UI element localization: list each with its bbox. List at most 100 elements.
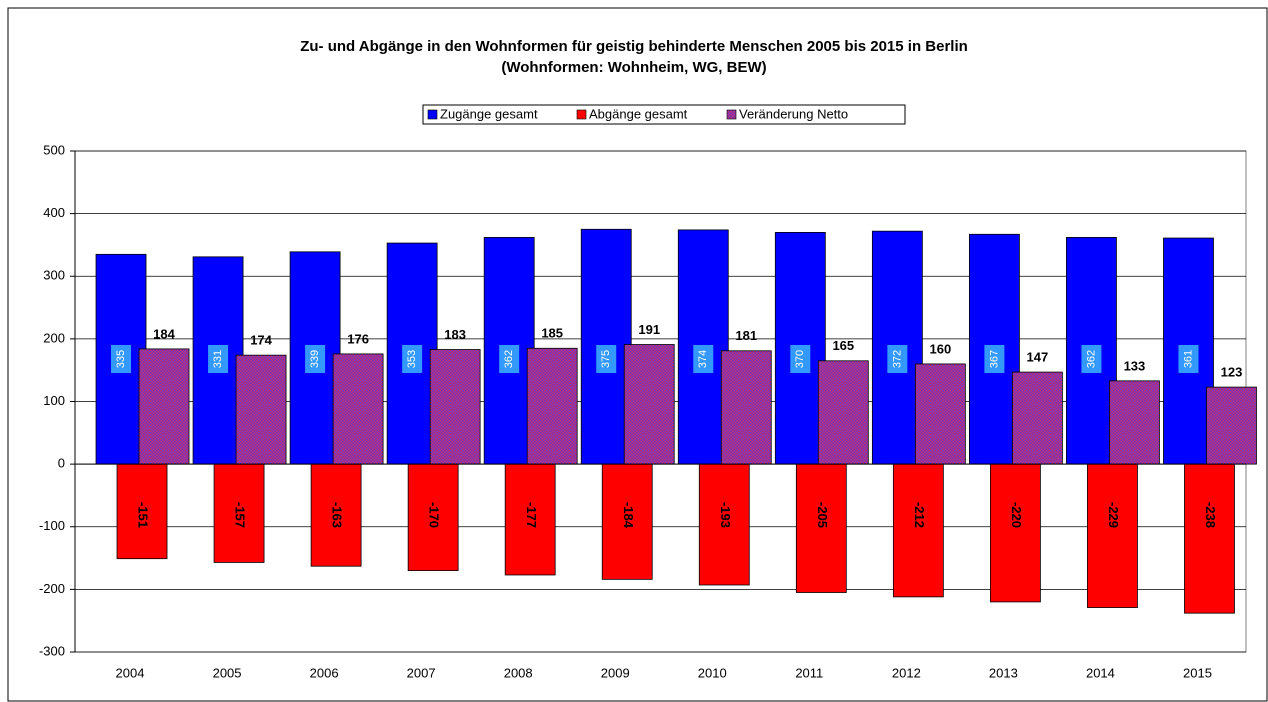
x-tick-label: 2008 <box>504 665 533 680</box>
data-label: 165 <box>832 338 854 353</box>
bar <box>795 463 847 593</box>
data-label-box <box>887 345 908 373</box>
data-label: -229 <box>1106 502 1121 528</box>
bar <box>914 363 966 465</box>
bar <box>138 348 190 465</box>
data-label: 361 <box>1182 350 1194 368</box>
legend-box <box>422 104 906 125</box>
legend-swatch <box>726 109 737 120</box>
bar <box>623 344 675 465</box>
bar <box>407 463 459 571</box>
data-label: 147 <box>1027 350 1049 365</box>
x-tick-label: 2013 <box>989 665 1018 680</box>
data-label: 372 <box>891 350 903 368</box>
data-label: -238 <box>1203 502 1218 528</box>
x-tick-label: 2006 <box>310 665 339 680</box>
chart-subtitle: (Wohnformen: Wohnheim, WG, BEW) <box>501 59 766 76</box>
data-label: 181 <box>735 328 757 343</box>
data-label: 362 <box>1085 350 1097 368</box>
legend: Zugänge gesamt Abgänge gesamt Veränderung … <box>422 104 906 125</box>
bar <box>310 463 362 567</box>
data-label-box <box>596 345 617 373</box>
bar <box>504 463 556 576</box>
x-tick-label: 2009 <box>601 665 630 680</box>
x-tick-label: 2014 <box>1086 665 1115 680</box>
data-label: -220 <box>1009 502 1024 528</box>
data-label: 191 <box>638 322 660 337</box>
bar <box>601 463 653 580</box>
x-tick-label: 2012 <box>892 665 921 680</box>
y-tick-label: -300 <box>39 643 65 658</box>
y-tick-label: 200 <box>43 330 65 345</box>
bar <box>892 463 944 598</box>
data-label-box <box>984 345 1005 373</box>
data-label-box <box>208 345 229 373</box>
bar <box>1109 380 1160 465</box>
x-tick-label: 2011 <box>795 665 823 680</box>
x-tick-label: 2015 <box>1183 665 1212 680</box>
y-tick-label: 0 <box>58 456 65 471</box>
data-label-box <box>1081 345 1102 373</box>
data-label-box <box>790 345 811 373</box>
legend-label: Zugänge gesamt <box>440 106 538 121</box>
y-tick-label: 400 <box>43 205 65 220</box>
legend-swatch <box>427 109 438 120</box>
bar <box>1087 463 1138 608</box>
data-label: -212 <box>912 502 927 528</box>
bar <box>1011 371 1063 465</box>
legend-swatch <box>576 109 587 120</box>
data-label: 174 <box>250 333 272 348</box>
y-tick-label: -100 <box>39 518 65 533</box>
data-label: 375 <box>600 350 612 368</box>
data-label: -157 <box>233 502 248 528</box>
data-label: 183 <box>444 327 466 342</box>
y-tick-label: 300 <box>43 268 65 283</box>
data-label: -170 <box>427 502 442 528</box>
bar <box>1206 386 1257 465</box>
bar <box>526 347 578 465</box>
data-label: -205 <box>815 502 830 528</box>
chart-title: Zu- und Abgänge in den Wohnformen für ge… <box>300 38 968 55</box>
data-label: -177 <box>524 502 539 528</box>
x-tick-label: 2007 <box>407 665 436 680</box>
data-label-box <box>305 345 326 373</box>
data-label: -163 <box>330 502 345 528</box>
data-label: 160 <box>930 341 952 356</box>
data-label: 185 <box>541 326 563 341</box>
data-label: 335 <box>115 350 127 368</box>
data-label: 123 <box>1221 365 1243 380</box>
data-label-box <box>499 345 520 373</box>
data-label: 339 <box>309 350 321 368</box>
bar <box>720 350 772 465</box>
bar <box>989 463 1041 603</box>
bar <box>332 353 384 465</box>
data-label: 362 <box>503 350 515 368</box>
bar <box>429 349 481 465</box>
x-tick-label: 2005 <box>213 665 242 680</box>
data-label: 331 <box>212 350 224 368</box>
bar <box>817 360 869 465</box>
x-tick-label: 2004 <box>116 665 145 680</box>
y-tick-label: 100 <box>43 393 65 408</box>
bar <box>1184 463 1235 614</box>
legend-label: Abgänge gesamt <box>589 106 688 121</box>
y-tick-label: 500 <box>43 142 65 157</box>
data-label-box <box>693 345 714 373</box>
data-label: 370 <box>794 350 806 368</box>
data-label: 353 <box>406 350 418 368</box>
data-label: 184 <box>153 326 175 341</box>
y-tick-label: -200 <box>39 581 65 596</box>
data-label: 374 <box>697 350 709 368</box>
data-label: 176 <box>347 331 369 346</box>
data-label: 367 <box>988 350 1000 368</box>
data-label-box <box>111 345 132 373</box>
legend-label: Veränderung Netto <box>739 106 848 121</box>
data-label: 133 <box>1124 358 1146 373</box>
data-label: -151 <box>136 502 151 528</box>
bar <box>698 463 750 586</box>
bar <box>235 354 287 465</box>
data-label-box <box>1178 345 1199 373</box>
data-label-box <box>402 345 423 373</box>
x-tick-label: 2010 <box>698 665 727 680</box>
